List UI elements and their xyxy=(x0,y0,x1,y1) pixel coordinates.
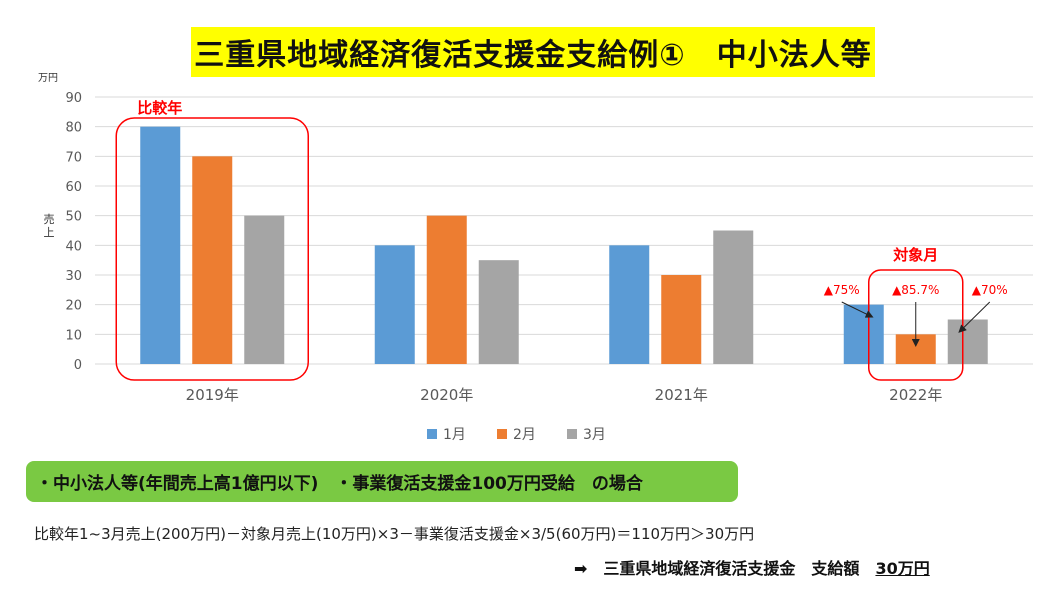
legend-swatch xyxy=(567,429,577,439)
comparison-year-outline xyxy=(115,117,309,381)
decrease-label: ▲75% xyxy=(824,283,860,297)
bar xyxy=(661,275,702,364)
x-tick-label: 2019年 xyxy=(186,386,239,404)
legend-swatch xyxy=(427,429,437,439)
bar xyxy=(478,260,519,364)
page-title: 三重県地域経済復活支援金支給例① 中小法人等 xyxy=(191,27,875,77)
condition-box: ・中小法人等(年間売上高1億円以下) ・事業復活支援金100万円受給 の場合 xyxy=(26,461,738,502)
y-tick-label: 10 xyxy=(65,328,82,343)
bar xyxy=(426,215,467,364)
y-tick-label: 30 xyxy=(65,269,82,284)
bar xyxy=(947,319,988,364)
y-tick-label: 70 xyxy=(65,150,82,165)
y-unit-label: 万円 xyxy=(38,73,58,84)
result-amount: 30万円 xyxy=(875,559,930,578)
bar xyxy=(192,156,233,364)
y-tick-label: 40 xyxy=(65,239,82,254)
target-month-label: 対象月 xyxy=(892,246,938,264)
y-tick-label: 50 xyxy=(65,210,82,225)
bar xyxy=(140,126,181,365)
decrease-arrow xyxy=(841,301,874,318)
bar xyxy=(843,304,884,364)
formula-text: 比較年1~3月売上(200万円)－対象月売上(10万円)×3－事業復活支援金×3… xyxy=(34,525,755,543)
bar xyxy=(609,245,650,364)
bar xyxy=(244,215,285,364)
x-tick-label: 2020年 xyxy=(420,386,473,404)
x-tick-label: 2022年 xyxy=(889,386,942,404)
legend-label: 3月 xyxy=(583,427,606,443)
decrease-label: ▲85.7% xyxy=(892,283,939,297)
decrease-arrow xyxy=(958,301,991,333)
bar xyxy=(713,230,754,364)
legend-label: 1月 xyxy=(443,427,466,443)
y-tick-label: 20 xyxy=(65,299,82,314)
bar xyxy=(374,245,415,364)
y-tick-label: 80 xyxy=(65,121,82,136)
comparison-year-label: 比較年 xyxy=(137,99,182,117)
y-axis-label: 上 xyxy=(44,226,55,239)
result-label: 三重県地域経済復活支援金 支給額 xyxy=(603,559,860,578)
y-tick-label: 0 xyxy=(74,358,82,373)
y-axis-label: 売 xyxy=(44,213,55,226)
arrow-icon: ➡ xyxy=(574,559,588,578)
result-line: ➡ 三重県地域経済復活支援金 支給額 30万円 xyxy=(574,555,930,579)
x-tick-label: 2021年 xyxy=(655,386,708,404)
legend-swatch xyxy=(497,429,507,439)
y-tick-label: 90 xyxy=(65,91,82,106)
decrease-label: ▲70% xyxy=(972,283,1008,297)
legend-label: 2月 xyxy=(513,427,536,443)
y-tick-label: 60 xyxy=(65,180,82,195)
